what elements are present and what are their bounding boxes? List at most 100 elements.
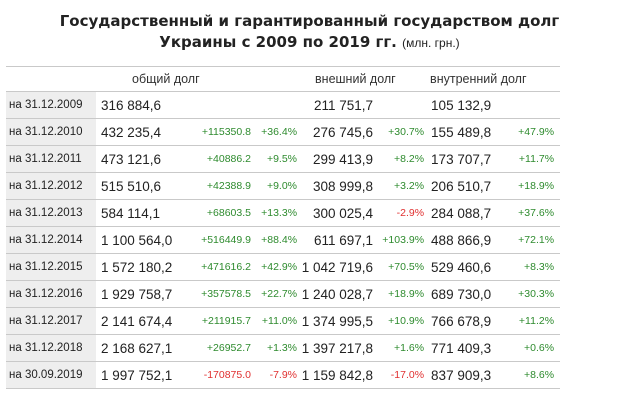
- internal-percent-cell: [504, 91, 561, 119]
- external-debt-cell: 300 025,4: [301, 199, 376, 227]
- date-cell: на 31.12.2015: [6, 253, 96, 281]
- table-row: на 30.09.2019 1 997 752,1 -170875.0 -7.9% 1 …: [6, 361, 561, 389]
- debt-table: общий долг внешний долг внутренний долг …: [6, 66, 561, 389]
- internal-debt-cell: 173 707,7: [428, 145, 505, 173]
- total-change-cell: +115350.8: [184, 118, 254, 146]
- external-debt-cell: 211 751,7: [301, 91, 376, 119]
- total-debt-cell: 515 510,6: [96, 172, 184, 200]
- total-debt-cell: 432 235,4: [96, 118, 184, 146]
- internal-percent-cell: +72.1%: [504, 226, 561, 254]
- table-row: на 31.12.2017 2 141 674,4 +211915.7 +11.0% 1…: [6, 307, 561, 335]
- internal-debt-cell: 529 460,6: [428, 253, 505, 281]
- total-change-cell: +211915.7: [184, 307, 254, 335]
- date-cell: на 31.12.2014: [6, 226, 96, 254]
- header-internal-debt: внутренний долг: [428, 66, 561, 92]
- total-percent-cell: +42.9%: [254, 253, 302, 281]
- internal-percent-cell: +30.3%: [504, 280, 561, 308]
- table-row: на 31.12.2013 584 114,1 +68603.5 +13.3% 300 …: [6, 199, 561, 227]
- total-debt-cell: 2 141 674,4: [96, 307, 184, 335]
- external-percent-cell: +8.2%: [375, 145, 429, 173]
- external-percent-cell: +103.9%: [375, 226, 429, 254]
- title-line-2-text: Украины с 2009 по 2019 гг.: [159, 33, 397, 51]
- title-line-2: Украины с 2009 по 2019 гг. (млн. грн.): [0, 32, 619, 54]
- external-percent-cell: +18.9%: [375, 280, 429, 308]
- date-cell: на 30.09.2019: [6, 361, 96, 389]
- date-cell: на 31.12.2018: [6, 334, 96, 362]
- total-change-cell: +40886.2: [184, 145, 254, 173]
- internal-percent-cell: +37.6%: [504, 199, 561, 227]
- header-row: общий долг внешний долг внутренний долг: [6, 66, 561, 92]
- total-debt-cell: 1 997 752,1: [96, 361, 184, 389]
- external-debt-cell: 1 042 719,6: [301, 253, 376, 281]
- internal-debt-cell: 837 909,3: [428, 361, 505, 389]
- total-debt-cell: 2 168 627,1: [96, 334, 184, 362]
- date-cell: на 31.12.2010: [6, 118, 96, 146]
- internal-percent-cell: +11.7%: [504, 145, 561, 173]
- total-change-cell: +26952.7: [184, 334, 254, 362]
- internal-debt-cell: 488 866,9: [428, 226, 505, 254]
- external-percent-cell: -17.0%: [375, 361, 429, 389]
- external-percent-cell: -2.9%: [375, 199, 429, 227]
- total-debt-cell: 1 572 180,2: [96, 253, 184, 281]
- external-debt-cell: 308 999,8: [301, 172, 376, 200]
- total-percent-cell: [254, 91, 302, 119]
- internal-percent-cell: +47.9%: [504, 118, 561, 146]
- table-row: на 31.12.2015 1 572 180,2 +471616.2 +42.9% 1…: [6, 253, 561, 281]
- total-percent-cell: +9.0%: [254, 172, 302, 200]
- table-row: на 31.12.2018 2 168 627,1 +26952.7 +1.3% 1 3…: [6, 334, 561, 362]
- total-percent-cell: +36.4%: [254, 118, 302, 146]
- external-percent-cell: +70.5%: [375, 253, 429, 281]
- header-total-debt: общий долг: [96, 66, 302, 92]
- title-unit: (млн. грн.): [402, 36, 460, 50]
- internal-debt-cell: 771 409,3: [428, 334, 505, 362]
- external-debt-cell: 1 374 995,5: [301, 307, 376, 335]
- total-debt-cell: 1 929 758,7: [96, 280, 184, 308]
- external-percent-cell: +30.7%: [375, 118, 429, 146]
- date-cell: на 31.12.2017: [6, 307, 96, 335]
- total-percent-cell: +11.0%: [254, 307, 302, 335]
- table-header: общий долг внешний долг внутренний долг: [6, 66, 561, 92]
- total-change-cell: +357578.5: [184, 280, 254, 308]
- header-date: [6, 66, 96, 92]
- total-change-cell: +516449.9: [184, 226, 254, 254]
- total-percent-cell: +9.5%: [254, 145, 302, 173]
- date-cell: на 31.12.2011: [6, 145, 96, 173]
- header-external-debt: внешний долг: [301, 66, 429, 92]
- table-body: на 31.12.2009 316 884,6 211 751,7 105 132,9…: [6, 91, 561, 389]
- external-percent-cell: +1.6%: [375, 334, 429, 362]
- internal-percent-cell: +0.6%: [504, 334, 561, 362]
- external-percent-cell: [375, 91, 429, 119]
- total-percent-cell: +22.7%: [254, 280, 302, 308]
- external-debt-cell: 299 413,9: [301, 145, 376, 173]
- total-debt-cell: 1 100 564,0: [96, 226, 184, 254]
- internal-debt-cell: 284 088,7: [428, 199, 505, 227]
- internal-debt-cell: 206 510,7: [428, 172, 505, 200]
- total-change-cell: -170875.0: [184, 361, 254, 389]
- title-line-1: Государственный и гарантированный госуда…: [59, 12, 560, 30]
- table-row: на 31.12.2012 515 510,6 +42388.9 +9.0% 308 9…: [6, 172, 561, 200]
- internal-debt-cell: 155 489,8: [428, 118, 505, 146]
- total-percent-cell: +13.3%: [254, 199, 302, 227]
- total-change-cell: +68603.5: [184, 199, 254, 227]
- external-debt-cell: 1 397 217,8: [301, 334, 376, 362]
- date-cell: на 31.12.2013: [6, 199, 96, 227]
- total-debt-cell: 316 884,6: [96, 91, 184, 119]
- total-change-cell: +471616.2: [184, 253, 254, 281]
- external-debt-cell: 276 745,6: [301, 118, 376, 146]
- date-cell: на 31.12.2012: [6, 172, 96, 200]
- external-debt-cell: 611 697,1: [301, 226, 376, 254]
- internal-percent-cell: +11.2%: [504, 307, 561, 335]
- external-percent-cell: +3.2%: [375, 172, 429, 200]
- internal-percent-cell: +8.3%: [504, 253, 561, 281]
- date-cell: на 31.12.2016: [6, 280, 96, 308]
- page-title: Государственный и гарантированный госуда…: [0, 11, 619, 54]
- total-percent-cell: +1.3%: [254, 334, 302, 362]
- total-debt-cell: 473 121,6: [96, 145, 184, 173]
- internal-percent-cell: +8.6%: [504, 361, 561, 389]
- internal-percent-cell: +18.9%: [504, 172, 561, 200]
- internal-debt-cell: 689 730,0: [428, 280, 505, 308]
- external-percent-cell: +10.9%: [375, 307, 429, 335]
- date-cell: на 31.12.2009: [6, 91, 96, 119]
- table-row: на 31.12.2011 473 121,6 +40886.2 +9.5% 299 4…: [6, 145, 561, 173]
- table-row: на 31.12.2010 432 235,4 +115350.8 +36.4% 276…: [6, 118, 561, 146]
